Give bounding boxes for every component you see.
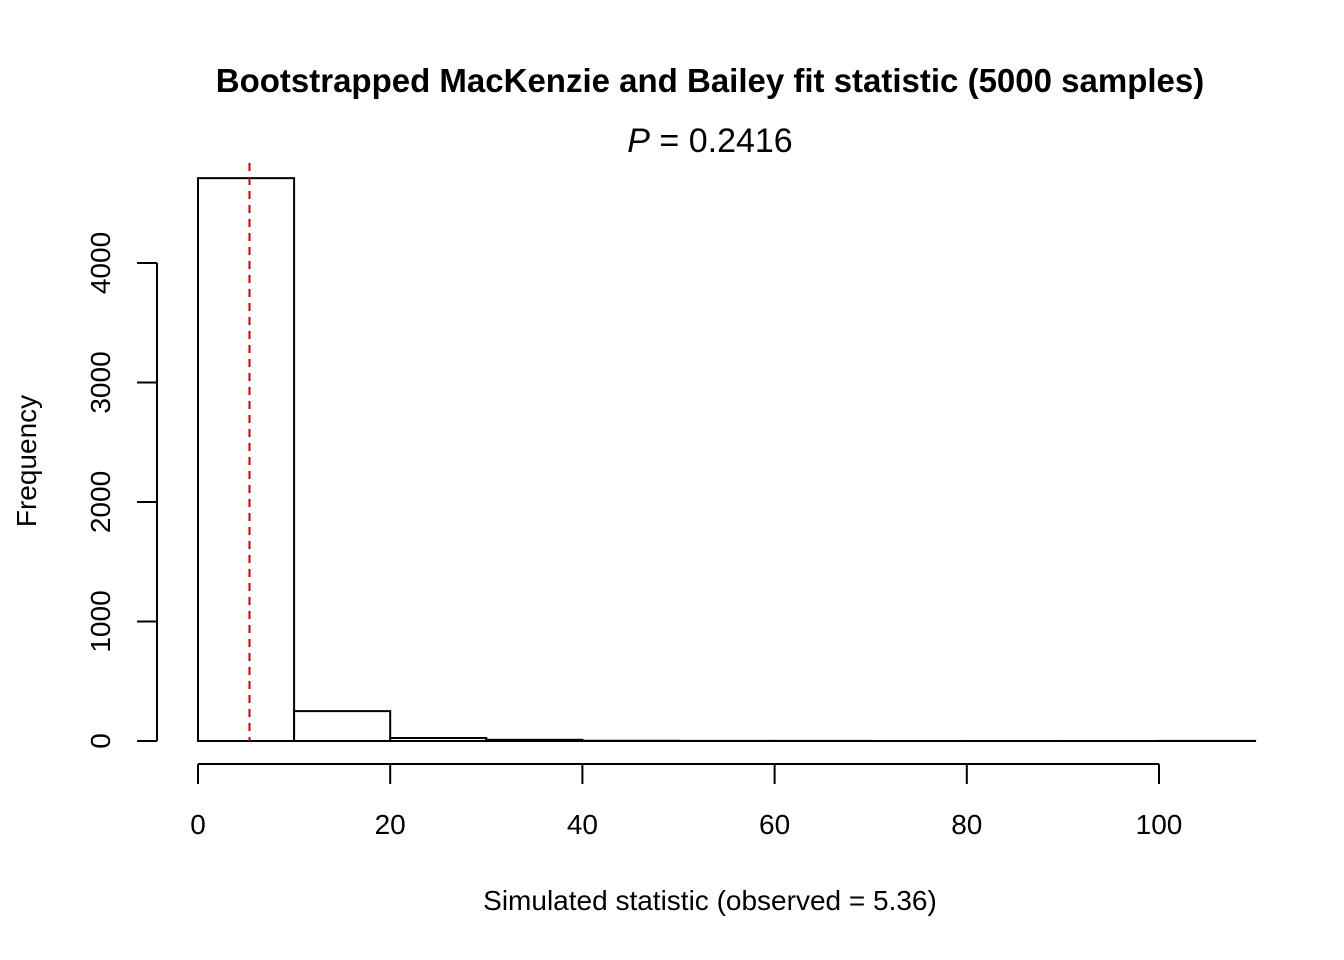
- x-tick-label-60: 60: [759, 809, 790, 840]
- x-tick-label-80: 80: [951, 809, 982, 840]
- x-tick-label-0: 0: [190, 809, 206, 840]
- x-tick-label-40: 40: [567, 809, 598, 840]
- chart-subtitle: P = 0.2416: [627, 122, 792, 160]
- y-axis-label: Frequency: [11, 395, 42, 527]
- y-axis: 0 1000 2000 3000 4000: [85, 232, 158, 749]
- y-tick-label-2000: 2000: [85, 471, 116, 533]
- subtitle-p-value: = 0.2416: [650, 122, 793, 160]
- y-tick-label-1000: 1000: [85, 590, 116, 652]
- subtitle-p-variable: P: [627, 122, 650, 160]
- histogram-bar-0: [197, 177, 296, 742]
- x-tick-label-20: 20: [375, 809, 406, 840]
- histogram-bar-3: [485, 738, 584, 742]
- x-axis: 0 20 40 60 80 100: [190, 763, 1183, 840]
- histogram-bar-1: [293, 710, 392, 742]
- y-tick-label-4000: 4000: [85, 232, 116, 294]
- chart-title: Bootstrapped MacKenzie and Bailey fit st…: [216, 62, 1204, 99]
- histogram-bar-2: [389, 737, 488, 743]
- y-tick-label-0: 0: [85, 733, 116, 749]
- y-tick-label-3000: 3000: [85, 351, 116, 413]
- x-axis-label: Simulated statistic (observed = 5.36): [483, 885, 937, 916]
- histogram-bars: [197, 177, 1257, 743]
- x-tick-label-100: 100: [1136, 809, 1183, 840]
